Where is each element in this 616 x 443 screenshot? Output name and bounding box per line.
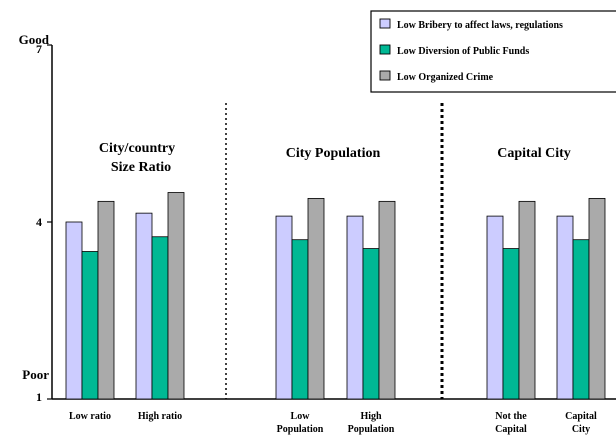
- bar: [588, 197, 606, 400]
- category-label: Low ratio: [69, 411, 111, 422]
- y-tick-label: 7: [36, 42, 42, 56]
- bars-layer: [65, 192, 606, 400]
- legend-label: Low Bribery to affect laws, regulations: [397, 20, 563, 31]
- category-label-line: Not the: [495, 411, 527, 422]
- bar: [291, 239, 309, 400]
- bar: [362, 248, 380, 400]
- chart-legend: Low Bribery to affect laws, regulations L…: [370, 10, 616, 93]
- bar: [346, 215, 364, 400]
- legend-swatch: [379, 44, 391, 55]
- category-label-line: Capital: [565, 411, 597, 422]
- bar: [151, 236, 169, 400]
- group-separators: [225, 103, 444, 399]
- group-title: Capital City: [497, 146, 571, 161]
- bar: [502, 248, 520, 400]
- bar: [378, 200, 396, 400]
- bar: [275, 215, 293, 400]
- category-label: High Population: [348, 411, 395, 435]
- category-label-line: City: [572, 424, 590, 435]
- category-label-line: Population: [277, 424, 324, 435]
- legend-label: Low Diversion of Public Funds: [397, 46, 529, 57]
- group-title-line: City/country: [99, 141, 175, 156]
- bar: [572, 239, 590, 400]
- bar: [307, 197, 325, 400]
- legend-label: Low Organized Crime: [397, 72, 494, 83]
- bar: [135, 212, 153, 400]
- y-tick-label: 4: [36, 215, 42, 229]
- group-title: City/country Size Ratio: [99, 141, 175, 175]
- category-label-line: High: [360, 411, 382, 422]
- y-tick-label: 1: [36, 390, 42, 404]
- legend-swatch: [379, 18, 391, 29]
- group-title-line: Size Ratio: [111, 160, 171, 175]
- bar: [167, 192, 185, 400]
- category-label: High ratio: [138, 411, 182, 422]
- group-titles: City/country Size Ratio City Population Cap…: [99, 141, 571, 175]
- category-label: Low Population: [277, 411, 324, 435]
- y-scale-word: Poor: [22, 367, 49, 382]
- category-labels: Low ratio High ratio Low Population High Popu…: [69, 411, 597, 435]
- group-title: City Population: [286, 146, 381, 161]
- bar: [97, 200, 115, 400]
- category-label: Capital City: [565, 411, 597, 435]
- category-label-line: Population: [348, 424, 395, 435]
- category-label: Not the Capital: [495, 411, 527, 435]
- bar: [81, 251, 99, 400]
- bar: [65, 221, 83, 400]
- legend-swatch: [379, 70, 391, 81]
- y-scale-word: Good: [19, 32, 50, 47]
- bar: [486, 215, 504, 400]
- legend-box: [370, 10, 616, 93]
- category-label-line: Low: [291, 411, 311, 422]
- category-label-line: Capital: [495, 424, 527, 435]
- bar: [556, 215, 574, 400]
- bar: [518, 200, 536, 400]
